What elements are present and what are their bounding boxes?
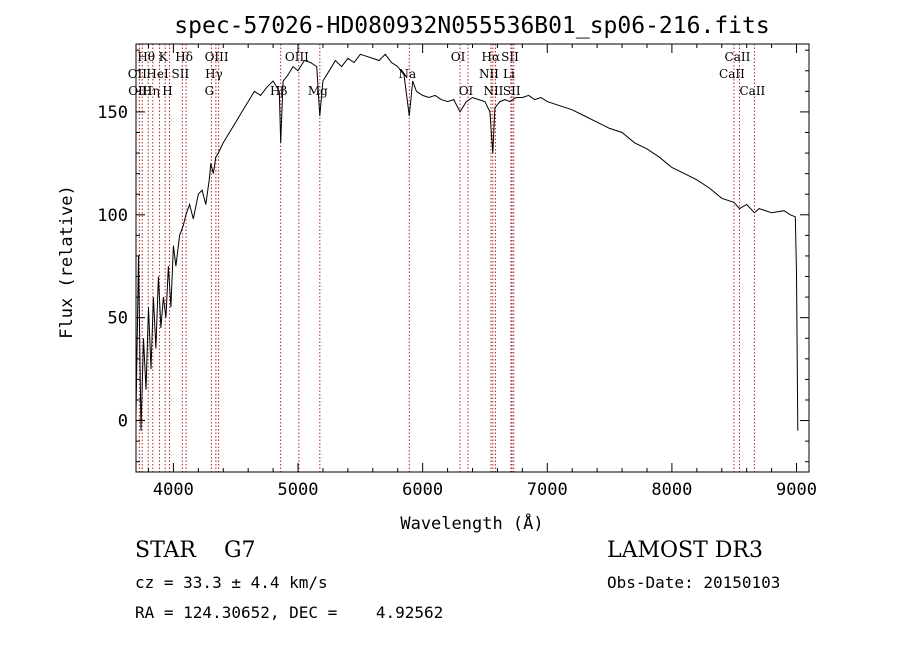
line-marker-label: SII bbox=[172, 67, 190, 81]
line-marker-label: OIII bbox=[285, 50, 309, 64]
line-marker-label: G bbox=[205, 84, 215, 98]
x-tick-label: 9000 bbox=[776, 480, 817, 500]
line-marker-label: HeI bbox=[146, 67, 169, 81]
y-tick-label: 0 bbox=[118, 412, 128, 432]
observation-date: Obs-Date: 20150103 bbox=[607, 573, 781, 592]
y-tick-label: 150 bbox=[97, 103, 128, 123]
line-marker-label: NII bbox=[483, 84, 503, 98]
y-tick-label: 100 bbox=[97, 206, 128, 226]
line-marker-label: SII bbox=[503, 84, 521, 98]
object-class: STAR G7 bbox=[135, 538, 256, 563]
redshift-value: cz = 33.3 ± 4.4 km/s bbox=[135, 573, 328, 592]
line-marker-label: CaII bbox=[725, 50, 751, 64]
x-tick-label: 5000 bbox=[278, 480, 319, 500]
y-axis-label: Flux (relative) bbox=[57, 185, 77, 339]
y-tick-label: 50 bbox=[108, 309, 128, 329]
line-marker-label: SII bbox=[501, 50, 519, 64]
x-tick-label: 7000 bbox=[527, 480, 568, 500]
line-marker-label: OII bbox=[128, 67, 148, 81]
line-marker-label: OI bbox=[459, 84, 474, 98]
spectral-line-markers bbox=[138, 44, 755, 472]
line-marker-label: Na bbox=[398, 67, 416, 81]
x-tick-label: 6000 bbox=[402, 480, 443, 500]
line-marker-label: OIII bbox=[205, 50, 229, 64]
line-marker-label: K bbox=[159, 50, 169, 64]
line-marker-label: Hδ bbox=[175, 50, 193, 64]
line-marker-label: Li bbox=[503, 67, 515, 81]
line-marker-label: NII bbox=[479, 67, 499, 81]
spectrum-line bbox=[135, 53, 799, 431]
line-marker-label: Hα bbox=[482, 50, 501, 64]
line-marker-label: Hη bbox=[142, 84, 160, 98]
survey-name: LAMOST DR3 bbox=[607, 538, 763, 563]
plot-frame bbox=[135, 43, 810, 473]
x-tick-label: 8000 bbox=[651, 480, 692, 500]
chart-title: spec-57026-HD080932N055536B01_sp06-216.f… bbox=[174, 13, 769, 39]
line-marker-label: OI bbox=[451, 50, 466, 64]
x-axis-ticks: 4000 5000 6000 7000 8000 9000 bbox=[147, 44, 817, 500]
line-marker-label: Hγ bbox=[205, 67, 223, 81]
y-axis-ticks: 0 50 100 150 bbox=[97, 49, 809, 463]
line-marker-label: CaII bbox=[739, 84, 765, 98]
line-marker-label: Hθ bbox=[137, 50, 155, 64]
x-axis-label: Wavelength (Å) bbox=[400, 512, 543, 534]
coordinates: RA = 124.30652, DEC = 4.92562 bbox=[135, 603, 444, 622]
x-tick-label: 4000 bbox=[153, 480, 194, 500]
line-marker-label: OIII bbox=[128, 84, 152, 98]
line-marker-label: CaII bbox=[719, 67, 745, 81]
line-marker-label: H bbox=[162, 84, 172, 98]
